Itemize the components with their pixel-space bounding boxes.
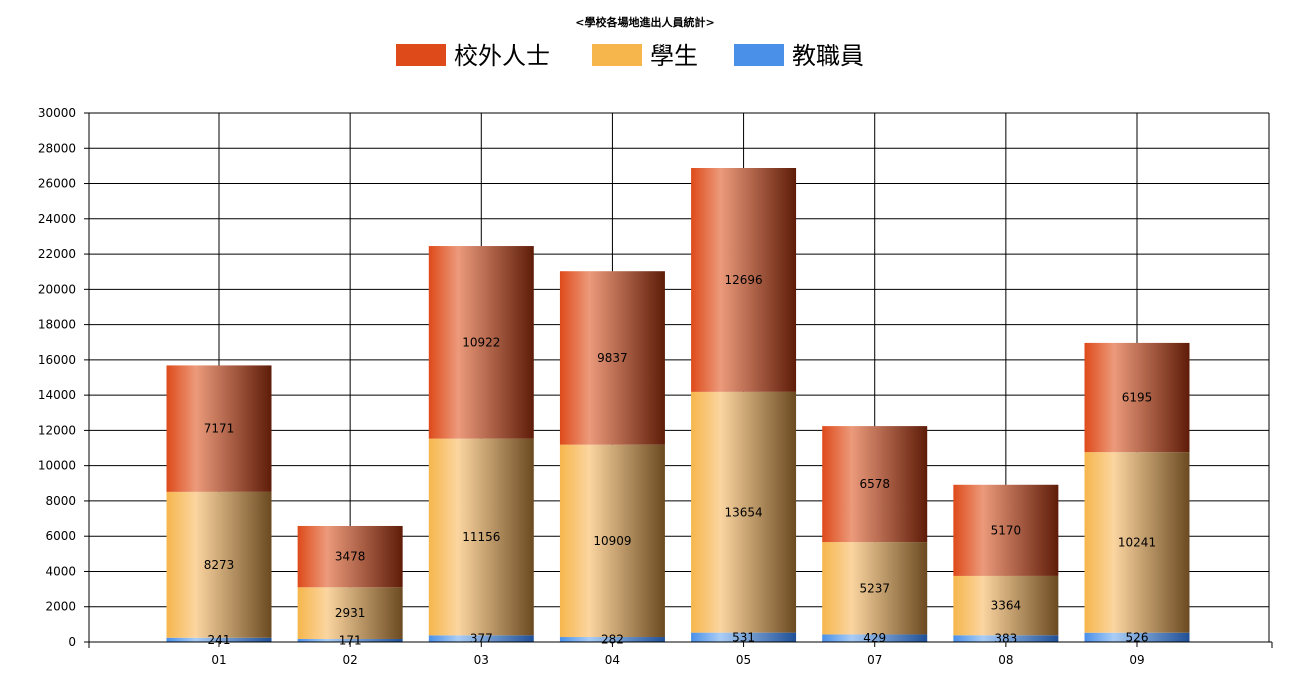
y-tick-label: 26000 [38, 177, 76, 191]
y-tick-label: 16000 [38, 353, 76, 367]
bar-segment [559, 444, 665, 638]
bar-segment [166, 365, 272, 492]
legend-label: 學生 [650, 42, 698, 70]
data-labels: 2418273717117129313478377111561092228210… [204, 273, 1156, 648]
axes: 0 2000 4000 6000 8000 10000 12000 14000 16000 180… [38, 106, 1273, 667]
legend-swatch [592, 44, 642, 66]
data-label: 10909 [593, 534, 631, 548]
bar-segment [822, 542, 928, 635]
y-tick-label: 10000 [38, 459, 76, 473]
bar-segment [559, 271, 665, 445]
data-label: 2931 [335, 606, 366, 620]
bar-segment [691, 391, 797, 633]
data-label: 171 [339, 633, 362, 647]
bar-segment [297, 525, 403, 588]
legend-swatch [396, 44, 446, 66]
data-label: 531 [732, 630, 755, 644]
data-label: 8273 [204, 558, 235, 572]
y-tick-label: 12000 [38, 423, 76, 437]
y-tick-label: 4000 [45, 564, 76, 578]
data-label: 6195 [1122, 391, 1153, 405]
x-tick-label: 04 [605, 653, 620, 667]
data-label: 3364 [991, 599, 1022, 613]
y-tick-label: 14000 [38, 388, 76, 402]
legend-label: 教職員 [792, 42, 864, 70]
y-tick-label: 20000 [38, 282, 76, 296]
y-tick-label: 24000 [38, 212, 76, 226]
bar-segment [953, 484, 1059, 576]
bar-segment [1084, 342, 1190, 453]
x-tick-label: 03 [474, 653, 489, 667]
bar-segment [428, 438, 534, 636]
data-label: 10922 [462, 335, 500, 349]
bar-segment [166, 637, 272, 642]
y-tick-label: 18000 [38, 318, 76, 332]
y-tick-label: 28000 [38, 141, 76, 155]
data-label: 6578 [859, 477, 890, 491]
data-label: 11156 [462, 530, 500, 544]
legend: 校外人士 學生 教職員 [396, 42, 864, 70]
data-label: 282 [601, 633, 624, 647]
y-tick-label: 8000 [45, 494, 76, 508]
x-tick-label: 08 [998, 653, 1013, 667]
data-label: 7171 [204, 422, 235, 436]
bar-segment [1084, 452, 1190, 633]
bar-segment [822, 634, 928, 642]
bar-segment [428, 246, 534, 439]
bar-segment [953, 575, 1059, 636]
y-tick-label: 0 [68, 635, 76, 649]
data-label: 10241 [1118, 535, 1156, 549]
y-tick-label: 22000 [38, 247, 76, 261]
bar-segment [822, 426, 928, 543]
data-label: 12696 [724, 273, 762, 287]
data-label: 5170 [991, 523, 1022, 537]
legend-label: 校外人士 [454, 42, 550, 70]
y-tick-label: 2000 [45, 600, 76, 614]
data-label: 241 [208, 633, 231, 647]
bar-segment [297, 638, 403, 642]
y-tick-label: 30000 [38, 106, 76, 120]
bar-segment [691, 167, 797, 392]
bar-segment [691, 632, 797, 642]
bar-segment [1084, 632, 1190, 642]
bar-segment [297, 587, 403, 639]
chart-title: <學校各場地進出人員統計> [575, 15, 714, 29]
bar-segment [559, 637, 665, 642]
bars [166, 167, 1190, 642]
data-label: 9837 [597, 351, 628, 365]
x-tick-label: 02 [343, 653, 358, 667]
legend-swatch [734, 44, 784, 66]
data-label: 5237 [859, 581, 890, 595]
x-tick-label: 07 [867, 653, 882, 667]
bar-segment [166, 491, 272, 638]
y-tick-label: 6000 [45, 529, 76, 543]
x-tick-label: 05 [736, 653, 751, 667]
data-label: 526 [1126, 630, 1149, 644]
bar-segment [953, 635, 1059, 642]
data-label: 3478 [335, 550, 366, 564]
data-label: 13654 [724, 505, 762, 519]
x-tick-label: 01 [211, 653, 226, 667]
x-tick-label: 09 [1129, 653, 1144, 667]
bar-segment [428, 635, 534, 642]
